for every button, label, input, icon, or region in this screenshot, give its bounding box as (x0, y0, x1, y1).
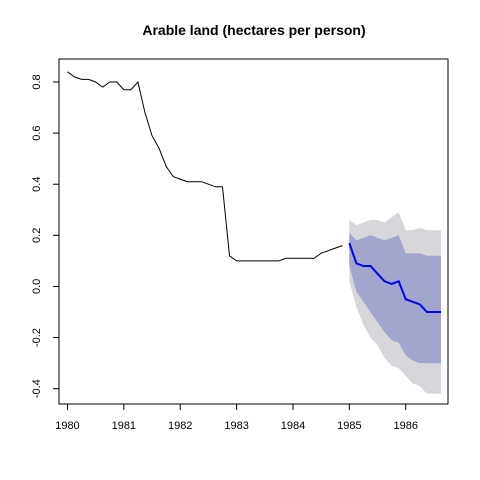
y-axis: -0.4 -0.2 0.0 0.2 0.4 0.6 0.8 (31, 74, 60, 398)
y-tick-label: -0.4 (31, 379, 43, 398)
x-axis: 1980 1981 1982 1983 1984 1985 1986 (55, 403, 418, 432)
x-tick-label: 1980 (55, 420, 79, 432)
x-tick-label: 1984 (281, 420, 305, 432)
x-tick-label: 1981 (112, 420, 136, 432)
forecast-bands (349, 212, 441, 394)
series-lines (67, 71, 441, 313)
y-tick-label: 0.4 (31, 177, 43, 192)
y-tick-label: 0.2 (31, 228, 43, 243)
x-tick-label: 1985 (337, 420, 361, 432)
y-tick-label: -0.2 (31, 328, 43, 347)
y-tick-label: 0.8 (31, 74, 43, 89)
y-tick-label: 0.6 (31, 125, 43, 140)
y-tick-label: 0.0 (31, 279, 43, 294)
chart-title: Arable land (hectares per person) (142, 22, 365, 38)
band-80 (349, 232, 441, 364)
x-tick-label: 1982 (168, 420, 192, 432)
x-tick-label: 1983 (224, 420, 248, 432)
history-line (67, 71, 343, 262)
forecast-line (348, 242, 441, 313)
x-tick-label: 1986 (393, 420, 417, 432)
